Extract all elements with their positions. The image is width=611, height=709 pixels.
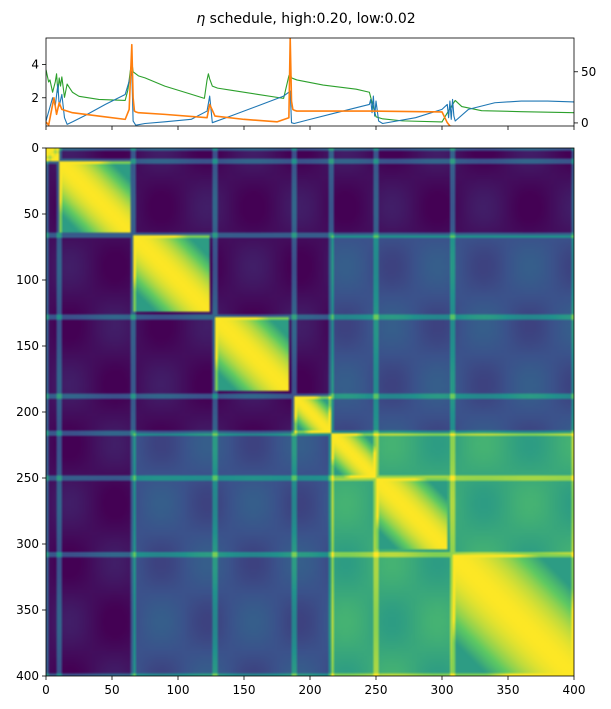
left-tick-label: 2 xyxy=(31,91,39,105)
heatmap-y-tick-label: 200 xyxy=(16,405,39,419)
heatmap-y-tick-label: 100 xyxy=(16,273,39,287)
right-y-axis: 0 50 xyxy=(574,65,596,130)
heatmap-x-tick-label: 150 xyxy=(233,683,256,697)
top-x-axis xyxy=(45,126,575,130)
line-series-group xyxy=(46,38,574,126)
heatmap-y-tick-label: 350 xyxy=(16,603,39,617)
heatmap-x-tick-label: 200 xyxy=(299,683,322,697)
left-tick-label: 4 xyxy=(31,58,39,72)
title-symbol: η xyxy=(196,11,205,27)
heatmap-image xyxy=(46,148,574,676)
title-text: schedule, high:0.20, low:0.02 xyxy=(205,11,415,27)
series-line-0 xyxy=(46,70,574,126)
right-tick-label: 0 xyxy=(581,116,589,130)
heatmap-y-tick-label: 400 xyxy=(16,669,39,683)
heatmap-y-tick-label: 300 xyxy=(16,537,39,551)
left-y-axis: 24 xyxy=(31,58,46,105)
heatmap-x-tick-label: 300 xyxy=(431,683,454,697)
heatmap-x-tick-label: 50 xyxy=(104,683,119,697)
heatmap-x-tick-label: 400 xyxy=(563,683,586,697)
heatmap-y-tick-label: 50 xyxy=(24,207,39,221)
heatmap-x-tick-label: 100 xyxy=(167,683,190,697)
series-line-2 xyxy=(46,60,574,123)
heatmap-y-tick-label: 150 xyxy=(16,339,39,353)
chart-title: η schedule, high:0.20, low:0.02 xyxy=(196,11,415,27)
heatmap-x-axis: 0 50 100 150 200 250 300 350 400 xyxy=(42,676,585,697)
heatmap-y-tick-label: 250 xyxy=(16,471,39,485)
similarity-heatmap: 0 50 100 150 200 250 300 350 400 0 50 100 150 200 250… xyxy=(16,141,585,697)
heatmap-y-tick-label: 0 xyxy=(31,141,39,155)
heatmap-x-tick-label: 350 xyxy=(497,683,520,697)
heatmap-x-tick-label: 0 xyxy=(42,683,50,697)
heatmap-x-tick-label: 250 xyxy=(365,683,388,697)
eta-schedule-plot: 24 050 xyxy=(31,37,596,130)
heatmap-y-axis: 0 50 100 150 200 250 300 350 400 xyxy=(16,141,46,683)
series-line-1 xyxy=(46,38,454,126)
right-tick-label: 50 xyxy=(581,65,596,79)
